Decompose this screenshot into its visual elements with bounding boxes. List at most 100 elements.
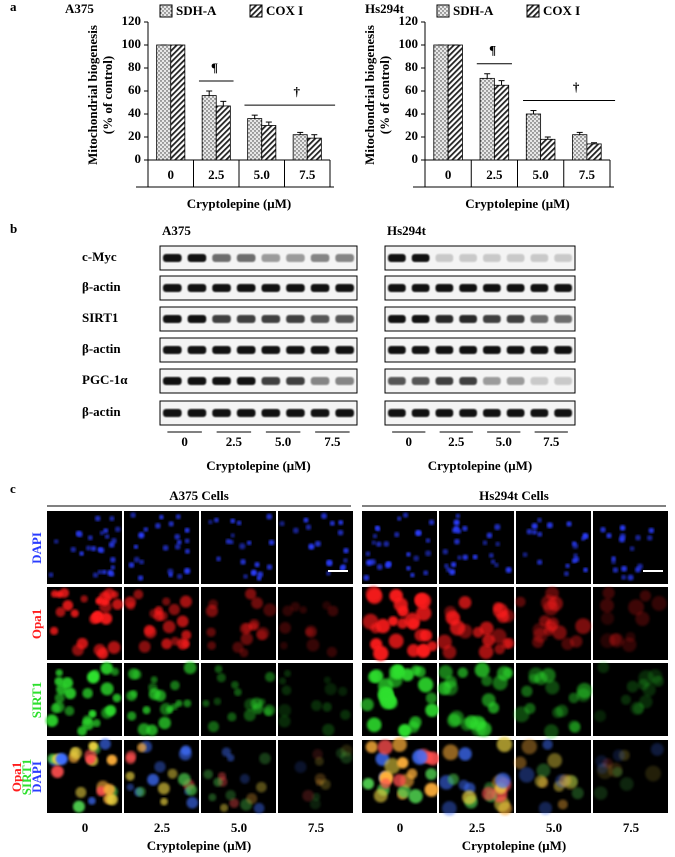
cell — [242, 623, 253, 633]
cell — [478, 644, 494, 660]
cell — [365, 551, 371, 557]
cell — [126, 601, 135, 611]
micrograph — [439, 511, 514, 584]
cell — [376, 541, 382, 547]
blot-band — [310, 284, 330, 292]
cell — [279, 622, 292, 634]
bar — [572, 134, 588, 161]
y-axis-label: (% of control) — [100, 56, 115, 134]
error-bar — [251, 114, 258, 119]
blot-band — [286, 284, 305, 292]
cell — [619, 525, 626, 531]
cell — [542, 739, 553, 750]
bar — [586, 143, 602, 161]
cell — [648, 527, 655, 534]
cell — [125, 754, 136, 765]
cell — [491, 628, 507, 644]
cell — [442, 645, 457, 659]
annotation: ¶ — [211, 60, 218, 75]
cell — [64, 706, 75, 716]
cell — [98, 547, 105, 554]
cell — [536, 763, 551, 778]
cell — [627, 574, 634, 581]
cell — [279, 520, 285, 527]
cell — [305, 524, 312, 530]
cell — [377, 739, 393, 755]
cell — [227, 712, 237, 722]
cell — [450, 561, 457, 568]
cell — [360, 698, 374, 712]
cell — [496, 736, 513, 753]
cell — [229, 798, 239, 808]
cell — [495, 772, 511, 789]
cell — [85, 545, 92, 551]
blot-band — [388, 346, 406, 354]
cell — [183, 699, 192, 708]
cell — [340, 751, 353, 764]
blot-band — [530, 346, 549, 354]
micrograph — [437, 587, 515, 660]
cell — [183, 567, 191, 575]
cell — [425, 538, 431, 543]
blot-band — [411, 346, 430, 354]
blot-band — [506, 409, 525, 417]
cell — [375, 618, 391, 634]
cell — [128, 668, 140, 680]
cell — [110, 565, 116, 570]
blot-band — [388, 315, 406, 323]
cell — [492, 675, 508, 691]
row-label: DAPI — [29, 532, 44, 564]
annotation: † — [573, 80, 580, 95]
cell — [147, 773, 159, 786]
cell — [96, 647, 109, 660]
micrograph — [47, 587, 123, 660]
blot-band — [187, 346, 207, 354]
blot-band — [335, 254, 354, 262]
cell — [513, 706, 530, 723]
cell — [449, 710, 465, 726]
cell — [384, 561, 392, 569]
cell — [416, 643, 431, 658]
row-label: SIRT1 — [29, 682, 44, 718]
cell — [397, 757, 409, 769]
micrograph — [201, 587, 277, 660]
blot-band — [335, 377, 354, 385]
error-bar — [265, 121, 272, 126]
cell — [531, 529, 538, 535]
cell — [216, 556, 221, 562]
micrograph — [278, 511, 353, 584]
blot-band — [286, 409, 305, 417]
cell — [174, 533, 181, 540]
blot-band — [459, 254, 477, 262]
legend-swatch — [159, 4, 173, 18]
cell — [250, 569, 257, 576]
cell — [528, 673, 539, 685]
cell — [362, 777, 375, 790]
cell — [54, 676, 64, 686]
blot-band — [335, 284, 354, 292]
cell — [106, 754, 118, 766]
cell — [412, 749, 428, 765]
cell — [537, 531, 543, 537]
cell — [107, 641, 121, 654]
annotation: † — [294, 84, 301, 99]
blot-strip — [159, 306, 358, 332]
y-tick-label: 20 — [405, 128, 418, 143]
cell — [326, 646, 338, 658]
cell — [612, 767, 623, 778]
cell — [230, 680, 239, 689]
blot-band — [506, 254, 525, 262]
cell — [599, 598, 614, 613]
bar — [215, 105, 231, 161]
bar — [433, 44, 449, 161]
cell — [72, 800, 85, 813]
cell — [184, 548, 190, 554]
cell — [365, 740, 378, 754]
column-label: 7.5 — [308, 820, 325, 835]
legend-label: SDH-A — [176, 3, 217, 18]
cell — [62, 600, 74, 611]
cell — [103, 588, 116, 600]
cell — [55, 669, 63, 677]
y-tick-label: 60 — [405, 82, 418, 97]
